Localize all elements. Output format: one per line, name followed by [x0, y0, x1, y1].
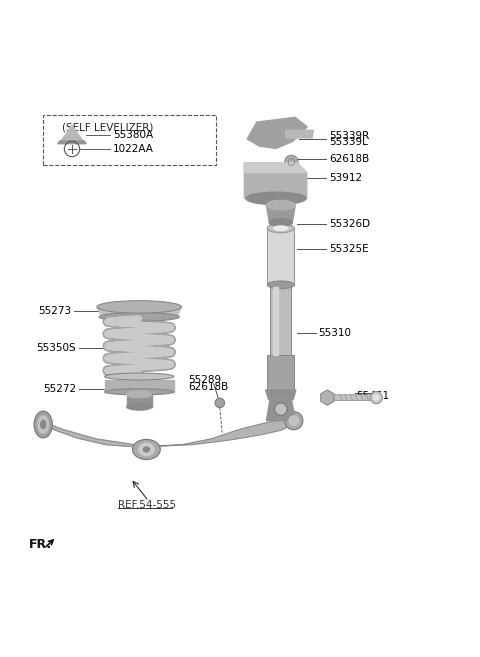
Text: 62618B: 62618B	[188, 382, 228, 392]
Text: 55325E: 55325E	[329, 244, 369, 254]
Text: 55310: 55310	[318, 328, 351, 338]
Polygon shape	[58, 141, 86, 144]
Polygon shape	[97, 307, 181, 317]
Ellipse shape	[274, 226, 288, 231]
Bar	[267, 355, 294, 390]
Text: 1022AA: 1022AA	[113, 144, 154, 154]
Ellipse shape	[127, 391, 152, 397]
Ellipse shape	[41, 420, 46, 428]
Ellipse shape	[99, 313, 180, 321]
Polygon shape	[286, 130, 313, 138]
Text: 55339L: 55339L	[329, 137, 368, 147]
Bar	[271, 286, 291, 355]
Ellipse shape	[246, 193, 306, 205]
Text: 55326D: 55326D	[329, 219, 370, 229]
Circle shape	[285, 155, 298, 169]
Ellipse shape	[289, 416, 299, 426]
Text: 53912: 53912	[329, 173, 362, 183]
Ellipse shape	[127, 403, 152, 410]
Circle shape	[215, 398, 225, 408]
Text: 55289: 55289	[188, 375, 221, 386]
Ellipse shape	[97, 301, 181, 313]
Polygon shape	[266, 390, 296, 399]
Polygon shape	[266, 398, 295, 420]
Ellipse shape	[105, 389, 174, 395]
Ellipse shape	[269, 219, 292, 226]
Polygon shape	[244, 163, 307, 198]
Text: 62618B: 62618B	[329, 154, 369, 164]
Text: 55451: 55451	[357, 391, 390, 401]
Ellipse shape	[143, 447, 150, 452]
Text: 55273: 55273	[38, 306, 71, 316]
Polygon shape	[321, 390, 334, 405]
Text: (SELF LEVELIZER): (SELF LEVELIZER)	[62, 123, 154, 133]
Polygon shape	[43, 417, 298, 447]
Ellipse shape	[34, 411, 52, 438]
Ellipse shape	[285, 411, 303, 430]
Text: 55380A: 55380A	[113, 130, 153, 140]
Text: REF.54-555: REF.54-555	[118, 500, 176, 510]
Circle shape	[275, 403, 287, 415]
Text: FR.: FR.	[29, 538, 52, 551]
Polygon shape	[327, 395, 375, 401]
Ellipse shape	[105, 373, 174, 380]
Circle shape	[370, 392, 383, 404]
Ellipse shape	[139, 443, 154, 456]
Polygon shape	[60, 125, 84, 142]
Bar	[267, 228, 294, 285]
Ellipse shape	[38, 416, 48, 433]
Text: 55272: 55272	[43, 384, 76, 394]
Text: 55350S: 55350S	[36, 343, 76, 353]
Polygon shape	[266, 205, 295, 223]
Polygon shape	[127, 394, 152, 407]
Text: 55339R: 55339R	[329, 131, 369, 141]
Polygon shape	[244, 163, 307, 173]
Ellipse shape	[267, 223, 294, 233]
Polygon shape	[247, 118, 307, 148]
Circle shape	[373, 395, 379, 401]
Ellipse shape	[132, 440, 160, 459]
Polygon shape	[105, 380, 174, 392]
Bar	[274, 286, 277, 355]
Ellipse shape	[266, 200, 295, 210]
Ellipse shape	[267, 281, 294, 288]
